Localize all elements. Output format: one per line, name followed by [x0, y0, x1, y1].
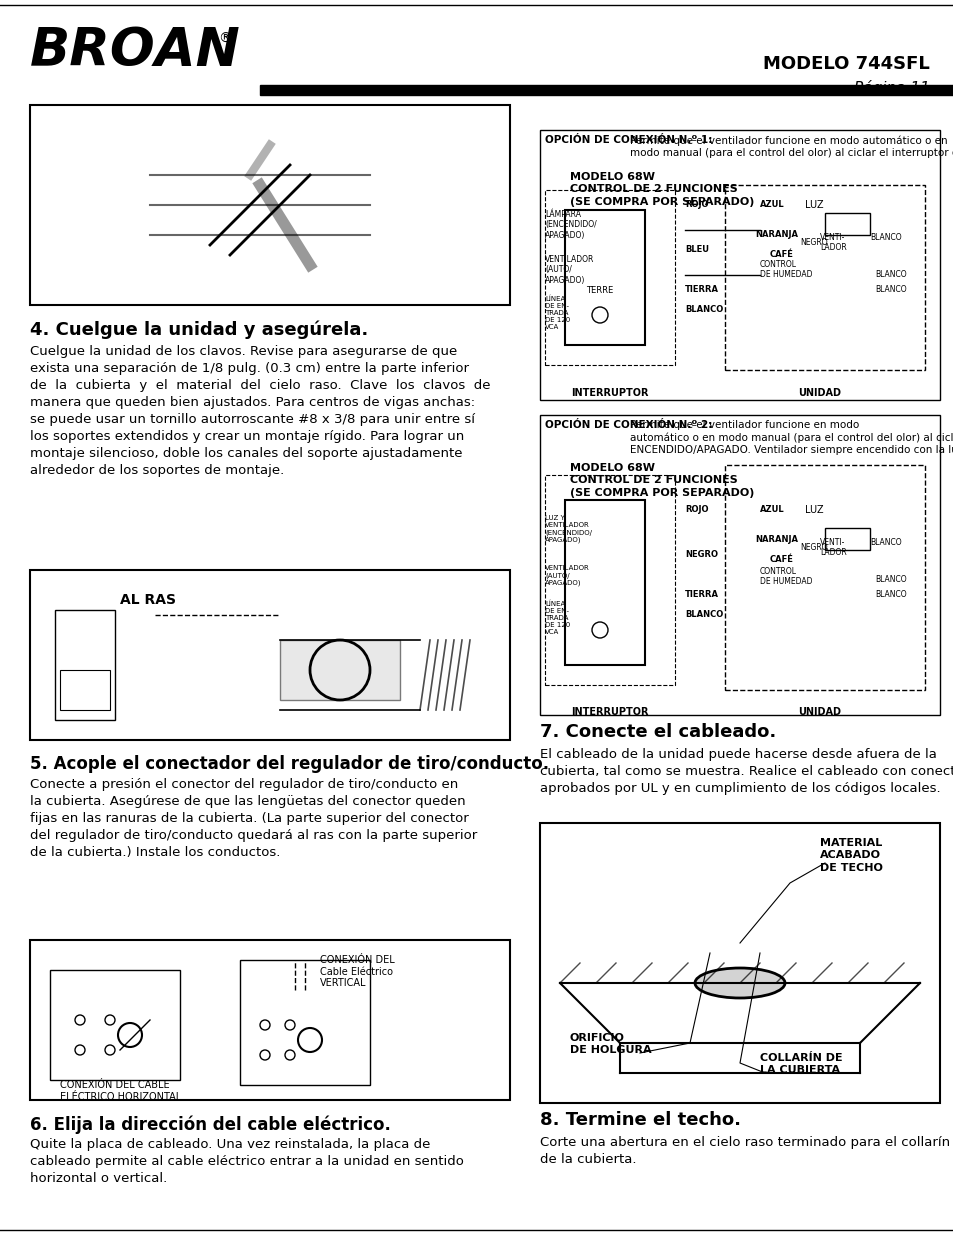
Bar	[30, 940, 510, 1100]
Text: NARANJA: NARANJA	[754, 230, 797, 240]
Text: CONTROL
DE HUMEDAD: CONTROL DE HUMEDAD	[760, 567, 812, 587]
Bar	[824, 529, 869, 550]
Text: CONTROL
DE HUMEDAD: CONTROL DE HUMEDAD	[760, 261, 812, 279]
Bar	[564, 500, 644, 664]
Text: NEGRO: NEGRO	[684, 550, 718, 559]
Text: AZUL: AZUL	[760, 505, 783, 514]
Text: CAFÉ: CAFÉ	[769, 249, 793, 259]
Text: VENTILADOR
(AUTO/
APAGADO): VENTILADOR (AUTO/ APAGADO)	[544, 564, 589, 585]
Text: ROJO: ROJO	[684, 505, 708, 514]
Bar	[30, 571, 510, 740]
Ellipse shape	[695, 968, 784, 998]
Text: BLANCO: BLANCO	[684, 610, 722, 619]
Bar	[30, 105, 510, 305]
Text: Permite que el ventilador funcione en modo automático o en
modo manual (para el : Permite que el ventilador funcione en mo…	[629, 135, 953, 158]
Text: NEGRO: NEGRO	[800, 238, 827, 247]
Text: TERRE: TERRE	[586, 285, 613, 294]
Text: BLANCO: BLANCO	[869, 233, 901, 242]
Bar	[539, 823, 939, 1103]
Bar	[544, 190, 675, 366]
Text: INTERRUPTOR: INTERRUPTOR	[571, 706, 648, 718]
Text: Corte una abertura en el cielo raso terminado para el collarín
de la cubierta.: Corte una abertura en el cielo raso term…	[539, 1136, 949, 1166]
Text: VENTI-
LADOR: VENTI- LADOR	[820, 538, 846, 557]
Text: LÍNEA
DE EN-
TRADA
DE 120
VCA: LÍNEA DE EN- TRADA DE 120 VCA	[544, 600, 570, 635]
Text: LUZ: LUZ	[804, 200, 822, 210]
Bar	[724, 466, 924, 690]
Bar	[280, 640, 399, 700]
Text: Cuelgue la unidad de los clavos. Revise para asegurarse de que
exista una separa: Cuelgue la unidad de los clavos. Revise …	[30, 345, 490, 477]
Text: COLLARÍN DE
LA CUBIERTA: COLLARÍN DE LA CUBIERTA	[760, 1053, 841, 1076]
Text: MODELO 68W
CONTROL DE 2 FUNCIONES
(SE COMPRA POR SEPARADO): MODELO 68W CONTROL DE 2 FUNCIONES (SE CO…	[569, 172, 754, 206]
Text: NARANJA: NARANJA	[754, 535, 797, 543]
Text: Página 11: Página 11	[853, 80, 929, 96]
Text: BROAN: BROAN	[30, 25, 240, 77]
Text: LÁMPARA
(ENCENDIDO/
APAGADO): LÁMPARA (ENCENDIDO/ APAGADO)	[544, 210, 597, 240]
Text: BLANCO: BLANCO	[874, 270, 905, 279]
Text: VENTILADOR
(AUTO/
APAGADO): VENTILADOR (AUTO/ APAGADO)	[544, 254, 594, 285]
Text: BLANCO: BLANCO	[874, 285, 905, 294]
Text: 7. Conecte el cableado.: 7. Conecte el cableado.	[539, 722, 776, 741]
Text: Permite que el ventilador funcione en modo
automático o en modo manual (para el : Permite que el ventilador funcione en mo…	[629, 420, 953, 456]
Text: ®: ®	[218, 32, 232, 46]
Text: MODELO 68W
CONTROL DE 2 FUNCIONES
(SE COMPRA POR SEPARADO): MODELO 68W CONTROL DE 2 FUNCIONES (SE CO…	[569, 463, 754, 498]
Bar	[544, 475, 675, 685]
Text: MATERIAL
ACABADO
DE TECHO: MATERIAL ACABADO DE TECHO	[820, 839, 882, 873]
Bar	[724, 185, 924, 370]
Text: BLANCO: BLANCO	[874, 576, 905, 584]
Text: AZUL: AZUL	[760, 200, 783, 209]
Bar	[824, 212, 869, 235]
Text: TIERRA: TIERRA	[684, 285, 719, 294]
Text: El cableado de la unidad puede hacerse desde afuera de la
cubierta, tal como se : El cableado de la unidad puede hacerse d…	[539, 748, 953, 795]
Bar	[260, 85, 953, 95]
Bar	[60, 671, 110, 710]
Text: CONEXIÓN DEL CABLE
ELÉCTRICO HORIZONTAL: CONEXIÓN DEL CABLE ELÉCTRICO HORIZONTAL	[60, 1079, 181, 1102]
Text: CONEXIÓN DEL
Cable Eléctrico
VERTICAL: CONEXIÓN DEL Cable Eléctrico VERTICAL	[319, 955, 395, 988]
Text: TIERRA: TIERRA	[684, 590, 719, 599]
Text: ROJO: ROJO	[684, 200, 708, 209]
Text: ORIFICIO
DE HOLGURA: ORIFICIO DE HOLGURA	[569, 1032, 651, 1056]
Text: 4. Cuelgue la unidad y asegúrela.: 4. Cuelgue la unidad y asegúrela.	[30, 320, 368, 338]
Text: BLEU: BLEU	[684, 245, 708, 254]
Text: NEGRO: NEGRO	[800, 543, 827, 552]
Bar	[55, 610, 115, 720]
Bar	[539, 415, 939, 715]
Text: BLANCO: BLANCO	[684, 305, 722, 314]
Text: OPCIÓN DE CONEXIÓN N.º 1:: OPCIÓN DE CONEXIÓN N.º 1:	[544, 135, 712, 144]
Text: UNIDAD: UNIDAD	[798, 388, 841, 398]
Text: MODELO 744SFL: MODELO 744SFL	[762, 56, 929, 73]
Text: Conecte a presión el conector del regulador de tiro/conducto en
la cubierta. Ase: Conecte a presión el conector del regula…	[30, 778, 476, 860]
Text: VENTI-
LADOR: VENTI- LADOR	[820, 233, 846, 252]
Bar	[240, 960, 370, 1086]
Text: 6. Elija la dirección del cable eléctrico.: 6. Elija la dirección del cable eléctric…	[30, 1115, 391, 1134]
Text: LUZ Y
VENTILADOR
(ENCENDIDO/
APAGADO): LUZ Y VENTILADOR (ENCENDIDO/ APAGADO)	[544, 515, 592, 543]
Text: 8. Termine el techo.: 8. Termine el techo.	[539, 1112, 740, 1129]
Text: BLANCO: BLANCO	[869, 538, 901, 547]
Text: CAFÉ: CAFÉ	[769, 555, 793, 564]
Text: LÍNEA
DE EN-
TRADA
DE 120
VCA: LÍNEA DE EN- TRADA DE 120 VCA	[544, 295, 570, 330]
Text: AL RAS: AL RAS	[120, 593, 175, 606]
Text: INTERRUPTOR: INTERRUPTOR	[571, 388, 648, 398]
Text: BLANCO: BLANCO	[874, 590, 905, 599]
Text: OPCIÓN DE CONEXIÓN N.º 2:: OPCIÓN DE CONEXIÓN N.º 2:	[544, 420, 712, 430]
Text: LUZ: LUZ	[804, 505, 822, 515]
Text: UNIDAD: UNIDAD	[798, 706, 841, 718]
Bar	[539, 130, 939, 400]
Text: Quite la placa de cableado. Una vez reinstalada, la placa de
cableado permite al: Quite la placa de cableado. Una vez rein…	[30, 1137, 463, 1186]
Bar	[564, 210, 644, 345]
Text: 5. Acople el conectador del regulador de tiro/conducto.: 5. Acople el conectador del regulador de…	[30, 755, 549, 773]
Bar	[50, 969, 180, 1079]
